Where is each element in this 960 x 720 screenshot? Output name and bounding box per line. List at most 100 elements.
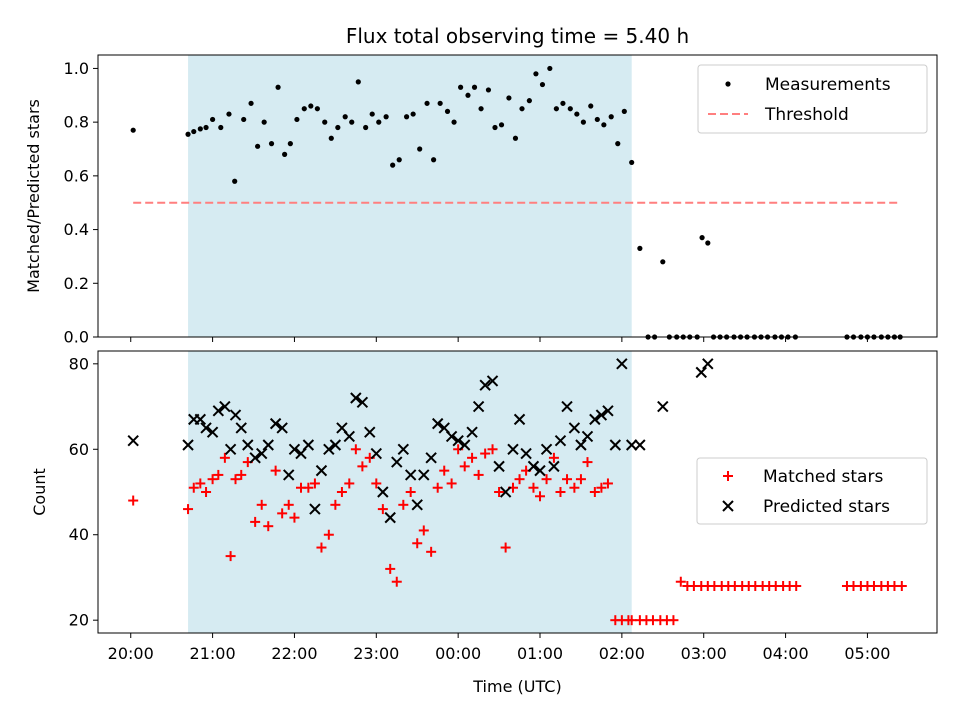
matched-star-point <box>398 499 409 510</box>
matched-star-point <box>582 457 593 468</box>
measurement-point <box>301 106 307 112</box>
predicted-star-point <box>309 503 321 515</box>
matched-star-point <box>323 529 334 540</box>
measurement-point <box>342 114 348 120</box>
measurement-point <box>191 128 197 135</box>
predicted-stars-points <box>127 358 714 524</box>
measurement-point <box>185 131 191 137</box>
measurement-point <box>660 259 666 265</box>
x-tick-label: 05:00 <box>844 644 890 663</box>
measurement-point <box>601 122 607 128</box>
predicted-star-point <box>634 439 646 451</box>
matched-star-point <box>201 487 212 497</box>
bottom-y-tick-label: 40 <box>69 525 89 544</box>
measurement-point <box>705 240 711 246</box>
predicted-star-point <box>575 439 587 451</box>
measurement-point <box>424 100 430 106</box>
matched-star-point <box>207 474 218 485</box>
predicted-star-point <box>466 426 478 438</box>
bottom-y-tick-label: 60 <box>69 440 89 459</box>
predicted-star-point <box>323 443 335 455</box>
matched-star-point <box>487 444 498 455</box>
predicted-star-point <box>445 430 458 443</box>
measurement-point <box>547 65 553 72</box>
matched-star-point <box>330 499 341 510</box>
matched-star-point <box>528 482 539 493</box>
matched-star-point <box>236 469 247 480</box>
measurement-point <box>363 124 369 131</box>
predicted-star-point <box>200 422 212 434</box>
predicted-star-point <box>561 400 573 413</box>
predicted-star-point <box>534 464 546 477</box>
measurement-point <box>458 84 464 90</box>
measurement-point <box>248 100 254 106</box>
top-shaded-span <box>188 55 632 337</box>
predicted-star-point <box>425 452 437 464</box>
top-y-tick-label: 0.2 <box>64 274 89 293</box>
measurement-point <box>533 71 539 77</box>
predicted-star-point <box>479 379 491 391</box>
legend-measurements-label: Measurements <box>765 75 891 95</box>
measurement-point <box>355 79 361 85</box>
matched-star-point <box>514 474 525 485</box>
predicted-star-point <box>702 358 714 370</box>
matched-star-point <box>432 482 443 493</box>
predicted-star-point <box>411 499 423 511</box>
measurement-point <box>130 127 136 133</box>
measurement-point <box>637 245 643 251</box>
measurement-point <box>314 106 320 112</box>
bottom-x-ticks: 20:00 21:00 22:00 23:00 00:00 01:00 02:00 03:00… <box>108 633 890 663</box>
predicted-star-point <box>302 439 315 451</box>
top-span-fill <box>188 55 632 337</box>
legend-frame <box>697 64 928 134</box>
measurement-point <box>308 103 314 109</box>
x-tick-label: 02:00 <box>599 644 645 663</box>
matched-star-point <box>405 487 416 497</box>
predicted-star-point <box>657 400 669 413</box>
predicted-star-point <box>507 443 519 455</box>
predicted-star-point <box>212 405 225 417</box>
predicted-star-point <box>242 439 254 451</box>
measurement-point <box>608 114 614 120</box>
matched-star-point <box>426 546 437 557</box>
matched-star-point <box>225 551 236 562</box>
predicted-star-point <box>329 439 342 451</box>
x-tick-label: 20:00 <box>108 644 154 663</box>
measurement-point <box>417 146 423 152</box>
predicted-star-point <box>229 409 242 421</box>
measurement-point <box>203 124 209 131</box>
top-axes-frame <box>97 54 938 338</box>
measurement-point <box>255 143 261 149</box>
top-y-tick-label: 0.8 <box>64 113 89 132</box>
predicted-star-point <box>224 443 237 455</box>
matched-star-point <box>309 478 320 489</box>
matched-star-point <box>675 576 686 587</box>
measurement-point <box>268 141 275 147</box>
matched-star-point <box>569 482 580 493</box>
measurement-point <box>498 122 505 128</box>
measurement-point <box>451 119 457 125</box>
matched-star-point <box>213 469 224 480</box>
measurement-point <box>287 141 293 147</box>
x-tick-label: 01:00 <box>517 644 563 663</box>
measurement-point <box>699 235 705 241</box>
predicted-star-point <box>595 409 608 421</box>
measurement-point <box>539 81 546 88</box>
predicted-star-point <box>288 443 301 455</box>
matched-star-point <box>316 542 327 553</box>
matched-star-point <box>548 452 559 463</box>
measurement-point <box>282 151 288 157</box>
measurement-point <box>629 159 635 166</box>
matched-star-point <box>562 474 573 485</box>
top-y-axis-label: Matched/Predicted stars <box>24 99 43 293</box>
matched-star-point <box>263 521 274 532</box>
matched-star-point <box>350 444 361 455</box>
matched-star-point <box>439 465 450 476</box>
matched-star-point <box>602 478 613 489</box>
predicted-star-point <box>568 422 581 434</box>
legend-matched-label: Matched stars <box>763 467 883 487</box>
measurement-point <box>232 178 238 184</box>
predicted-star-point <box>458 439 471 451</box>
x-tick-label: 21:00 <box>190 644 236 663</box>
measurement-point <box>567 106 573 112</box>
